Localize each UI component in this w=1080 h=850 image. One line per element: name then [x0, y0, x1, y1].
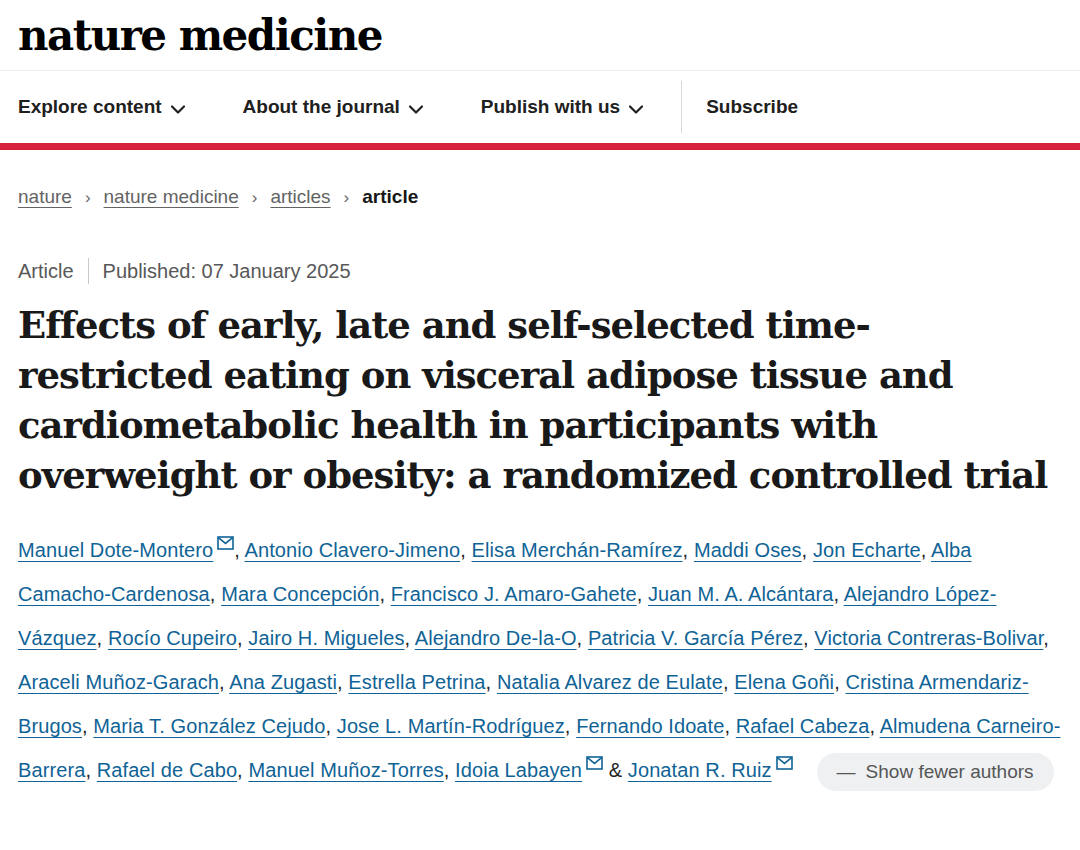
- author-link[interactable]: Mara Concepción: [221, 583, 379, 605]
- author-link[interactable]: Ana Zugasti: [229, 671, 337, 693]
- author-link[interactable]: Patricia V. García Pérez: [588, 627, 803, 649]
- author-link[interactable]: Estrella Petrina: [348, 671, 485, 693]
- article-title: Effects of early, late and self-selected…: [18, 300, 1062, 500]
- author-conjunction: &: [603, 759, 628, 781]
- author-separator: ,: [683, 539, 694, 561]
- author-separator: ,: [834, 671, 845, 693]
- breadcrumb-link-articles[interactable]: articles: [270, 186, 330, 208]
- author-separator: ,: [237, 759, 248, 781]
- author-separator: ,: [237, 627, 248, 649]
- author-separator: ,: [210, 583, 221, 605]
- author-link[interactable]: Manuel Muñoz-Torres: [248, 759, 443, 781]
- author-separator: ,: [219, 671, 229, 693]
- main-nav: Explore content About the journal Publis…: [0, 70, 1080, 143]
- nav-divider: [681, 81, 682, 133]
- author-link[interactable]: Fernando Idoate: [576, 715, 724, 737]
- author-link[interactable]: Maria T. González Cejudo: [93, 715, 325, 737]
- author-link[interactable]: Francisco J. Amaro-Gahete: [391, 583, 637, 605]
- nav-item-label: Explore content: [18, 96, 162, 118]
- email-icon[interactable]: [586, 756, 603, 770]
- author-separator: ,: [85, 759, 96, 781]
- email-icon[interactable]: [776, 756, 793, 770]
- breadcrumb: nature › nature medicine › articles › ar…: [18, 186, 1062, 208]
- author-link[interactable]: Araceli Muñoz-Garach: [18, 671, 219, 693]
- author-list: Manuel Dote-Montero, Antonio Clavero-Jim…: [18, 539, 1060, 781]
- author-link[interactable]: Rafael Cabeza: [736, 715, 870, 737]
- chevron-down-icon: [409, 97, 423, 119]
- show-fewer-authors-button[interactable]: — Show fewer authors: [817, 753, 1054, 791]
- author-separator: ,: [379, 583, 390, 605]
- author-separator: ,: [234, 539, 244, 561]
- brand-accent-bar: [0, 143, 1080, 150]
- author-separator: ,: [833, 583, 843, 605]
- author-link[interactable]: Natalia Alvarez de Eulate: [497, 671, 723, 693]
- nav-item-label: Publish with us: [481, 96, 620, 118]
- author-separator: ,: [803, 627, 814, 649]
- article-page: nature › nature medicine › articles › ar…: [0, 186, 1080, 792]
- author-link[interactable]: Jonatan R. Ruiz: [628, 759, 772, 781]
- author-link[interactable]: Victoria Contreras-Bolivar: [814, 627, 1043, 649]
- author-separator: ,: [577, 627, 588, 649]
- author-link[interactable]: Elisa Merchán-Ramírez: [472, 539, 683, 561]
- breadcrumb-current: article: [362, 186, 418, 208]
- article-type-label: Article: [18, 260, 74, 283]
- site-header: nature medicine: [0, 0, 1080, 70]
- author-separator: ,: [82, 715, 93, 737]
- nav-item-subscribe[interactable]: Subscribe: [706, 96, 798, 118]
- show-fewer-label: Show fewer authors: [866, 761, 1034, 783]
- author-separator: ,: [869, 715, 879, 737]
- breadcrumb-link-nature-medicine[interactable]: nature medicine: [104, 186, 239, 208]
- chevron-down-icon: [629, 97, 643, 119]
- nav-item-label: About the journal: [243, 96, 400, 118]
- author-link[interactable]: Alejandro De-la-O: [415, 627, 577, 649]
- author-separator: ,: [444, 759, 455, 781]
- author-separator: ,: [325, 715, 336, 737]
- author-separator: ,: [637, 583, 648, 605]
- author-separator: ,: [1043, 627, 1049, 649]
- author-link[interactable]: Rafael de Cabo: [97, 759, 237, 781]
- journal-logo[interactable]: nature medicine: [18, 11, 382, 60]
- chevron-right-icon: ›: [85, 188, 91, 208]
- email-icon[interactable]: [217, 536, 234, 550]
- author-list-block: Manuel Dote-Montero, Antonio Clavero-Jim…: [18, 528, 1062, 792]
- author-link[interactable]: Jose L. Martín-Rodríguez: [337, 715, 565, 737]
- author-separator: ,: [565, 715, 576, 737]
- chevron-down-icon: [171, 97, 185, 119]
- chevron-right-icon: ›: [344, 188, 350, 208]
- nav-item-label: Subscribe: [706, 96, 798, 118]
- author-separator: ,: [921, 539, 931, 561]
- author-link[interactable]: Manuel Dote-Montero: [18, 539, 213, 561]
- nav-item-publish-with-us[interactable]: Publish with us: [481, 95, 643, 119]
- breadcrumb-link-nature[interactable]: nature: [18, 186, 72, 208]
- nav-item-explore-content[interactable]: Explore content: [18, 95, 185, 119]
- article-meta: Article Published: 07 January 2025: [18, 258, 1062, 284]
- author-link[interactable]: Idoia Labayen: [455, 759, 582, 781]
- published-date: Published: 07 January 2025: [103, 260, 351, 283]
- author-separator: ,: [723, 671, 734, 693]
- author-separator: ,: [460, 539, 471, 561]
- author-link[interactable]: Rocío Cupeiro: [108, 627, 237, 649]
- minus-icon: —: [837, 761, 856, 783]
- author-link[interactable]: Jon Echarte: [813, 539, 921, 561]
- author-link[interactable]: Antonio Clavero-Jimeno: [245, 539, 461, 561]
- chevron-right-icon: ›: [252, 188, 258, 208]
- meta-divider: [88, 258, 89, 284]
- author-separator: ,: [337, 671, 348, 693]
- author-separator: ,: [724, 715, 735, 737]
- author-separator: ,: [97, 627, 108, 649]
- author-link[interactable]: Maddi Oses: [694, 539, 802, 561]
- author-link[interactable]: Elena Goñi: [734, 671, 834, 693]
- author-link[interactable]: Juan M. A. Alcántara: [648, 583, 833, 605]
- author-separator: ,: [486, 671, 497, 693]
- author-separator: ,: [405, 627, 415, 649]
- author-link[interactable]: Jairo H. Migueles: [248, 627, 404, 649]
- author-separator: ,: [802, 539, 813, 561]
- nav-item-about-the-journal[interactable]: About the journal: [243, 95, 423, 119]
